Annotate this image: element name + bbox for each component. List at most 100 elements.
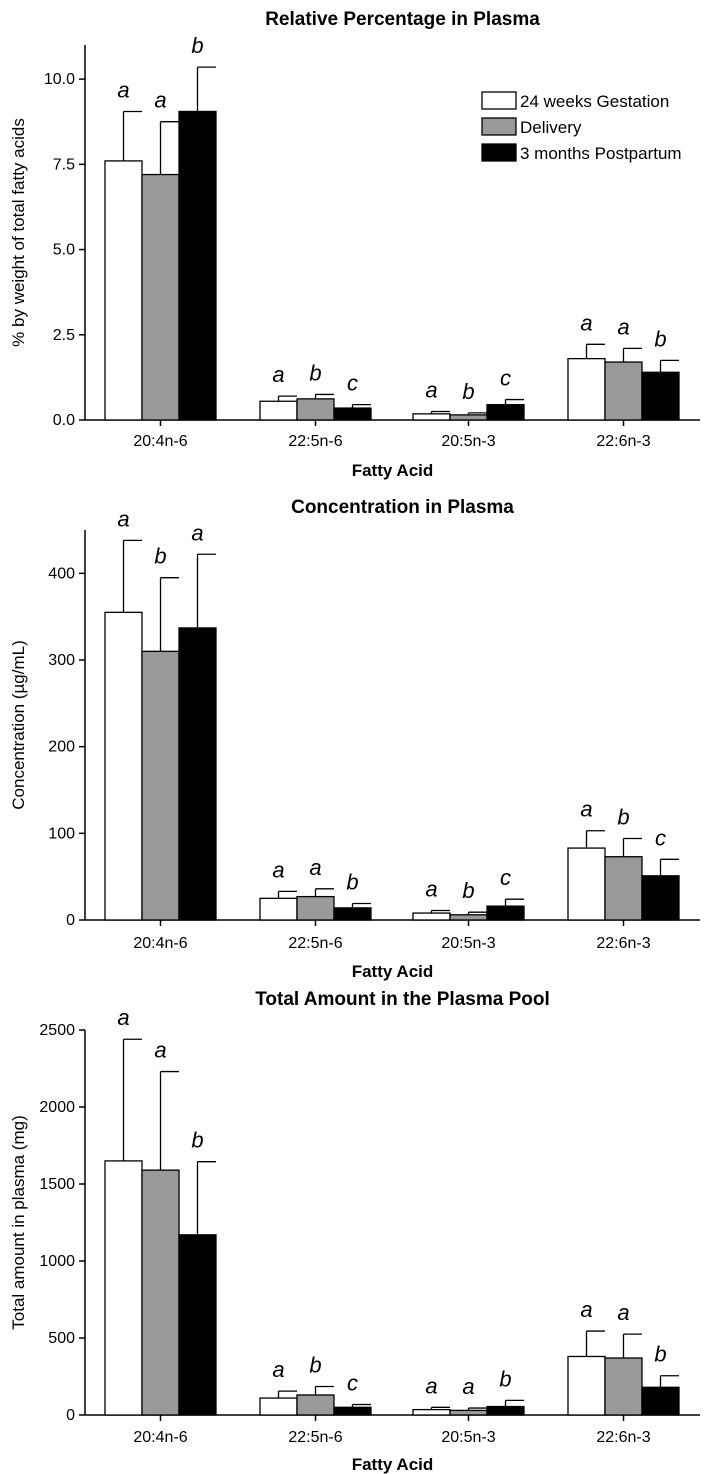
x-tick-label: 20:4n-6 bbox=[133, 1429, 187, 1446]
bar bbox=[567, 1355, 606, 1416]
y-tick-label: 200 bbox=[48, 739, 75, 756]
chart-title: Relative Percentage in Plasma bbox=[265, 9, 540, 30]
y-tick-label: 1500 bbox=[39, 1176, 75, 1193]
bar bbox=[178, 110, 217, 421]
y-tick-label: 2000 bbox=[39, 1099, 75, 1116]
significance-label: a bbox=[117, 1005, 129, 1030]
bar bbox=[104, 1160, 143, 1416]
significance-label: a bbox=[425, 876, 437, 901]
bar bbox=[641, 1386, 680, 1416]
legend-swatch bbox=[481, 143, 517, 162]
y-axis-label: % by weight of total fatty acids bbox=[9, 118, 28, 347]
y-tick-label: 5.0 bbox=[53, 242, 75, 259]
bar bbox=[486, 404, 525, 421]
bar bbox=[604, 1357, 643, 1416]
significance-label: a bbox=[425, 377, 437, 402]
significance-label: a bbox=[272, 857, 284, 882]
significance-label: c bbox=[347, 371, 358, 396]
y-tick-label: 2.5 bbox=[53, 327, 75, 344]
y-tick-label: 2500 bbox=[39, 1022, 75, 1039]
significance-label: b bbox=[154, 544, 166, 569]
significance-label: a bbox=[117, 506, 129, 531]
bar bbox=[178, 1234, 217, 1416]
bar bbox=[296, 1394, 335, 1416]
chart-title: Total Amount in the Plasma Pool bbox=[255, 989, 550, 1010]
chart-panel-1: Relative Percentage in Plasma 0.0 2.5 5.0 7.… bbox=[9, 9, 700, 480]
x-tick-label: 22:5n-6 bbox=[288, 935, 342, 952]
legend: 24 weeks Gestation Delivery 3 months Postp… bbox=[481, 91, 682, 163]
significance-label: b bbox=[309, 1353, 321, 1378]
significance-label: c bbox=[347, 1371, 358, 1396]
bar bbox=[141, 1169, 180, 1416]
significance-label: a bbox=[580, 1297, 592, 1322]
x-tick-label: 22:6n-3 bbox=[596, 935, 650, 952]
bar bbox=[141, 173, 180, 421]
significance-label: c bbox=[500, 366, 511, 391]
x-axis-label: Fatty Acid bbox=[352, 962, 434, 981]
bar bbox=[449, 1409, 488, 1416]
bar bbox=[333, 407, 372, 421]
significance-label: b bbox=[191, 33, 203, 58]
legend-swatch bbox=[481, 117, 517, 136]
significance-label: a bbox=[117, 77, 129, 102]
significance-label: a bbox=[272, 362, 284, 387]
legend-entry-label: 24 weeks Gestation bbox=[520, 92, 669, 111]
significance-label: b bbox=[654, 326, 666, 351]
bar bbox=[259, 400, 298, 421]
y-tick-label: 500 bbox=[48, 1330, 75, 1347]
y-tick-label: 0 bbox=[66, 1407, 75, 1424]
significance-label: b bbox=[499, 1366, 511, 1391]
y-tick-label: 7.5 bbox=[53, 156, 75, 173]
x-tick-label: 20:4n-6 bbox=[133, 433, 187, 450]
significance-label: b bbox=[191, 1128, 203, 1153]
significance-label: b bbox=[309, 360, 321, 385]
bar bbox=[333, 1406, 372, 1416]
significance-label: b bbox=[462, 878, 474, 903]
bar bbox=[296, 398, 335, 421]
significance-label: b bbox=[346, 870, 358, 895]
x-axis-label: Fatty Acid bbox=[352, 1455, 434, 1474]
significance-label: b bbox=[617, 805, 629, 830]
x-tick-label: 22:5n-6 bbox=[288, 433, 342, 450]
bar bbox=[104, 160, 143, 421]
x-tick-label: 22:5n-6 bbox=[288, 1429, 342, 1446]
y-tick-label: 0.0 bbox=[53, 412, 75, 429]
significance-label: a bbox=[309, 855, 321, 880]
significance-label: a bbox=[425, 1373, 437, 1398]
bar bbox=[296, 895, 335, 921]
bar bbox=[604, 361, 643, 421]
y-tick-label: 10.0 bbox=[44, 71, 75, 88]
significance-label: c bbox=[655, 825, 666, 850]
y-tick-label: 1000 bbox=[39, 1253, 75, 1270]
legend-swatch bbox=[481, 91, 517, 110]
chart-title: Concentration in Plasma bbox=[291, 497, 514, 518]
bar bbox=[412, 912, 451, 921]
y-tick-label: 0 bbox=[66, 912, 75, 929]
y-axis-label: Concentration (µg/mL) bbox=[9, 640, 28, 809]
significance-label: a bbox=[617, 1300, 629, 1325]
x-tick-label: 20:4n-6 bbox=[133, 935, 187, 952]
significance-label: c bbox=[500, 865, 511, 890]
bar bbox=[567, 357, 606, 421]
y-tick-label: 100 bbox=[48, 825, 75, 842]
significance-label: a bbox=[462, 1374, 474, 1399]
significance-label: b bbox=[654, 1342, 666, 1367]
legend-entry-label: Delivery bbox=[520, 118, 582, 137]
legend-entry-label: 3 months Postpartum bbox=[520, 144, 682, 163]
x-tick-label: 20:5n-3 bbox=[441, 935, 495, 952]
bar bbox=[259, 897, 298, 921]
bar bbox=[641, 371, 680, 421]
significance-label: a bbox=[580, 310, 592, 335]
x-axis-label: Fatty Acid bbox=[352, 461, 434, 480]
bar bbox=[333, 907, 372, 921]
bar bbox=[141, 650, 180, 921]
significance-label: a bbox=[580, 797, 592, 822]
bar bbox=[486, 1405, 525, 1416]
x-tick-label: 22:6n-3 bbox=[596, 1429, 650, 1446]
bar bbox=[259, 1397, 298, 1416]
bar bbox=[412, 413, 451, 421]
significance-label: a bbox=[154, 1038, 166, 1063]
significance-label: a bbox=[272, 1357, 284, 1382]
chart-panel-2: Concentration in Plasma 0 100 200 300 400 Conc… bbox=[9, 497, 700, 981]
